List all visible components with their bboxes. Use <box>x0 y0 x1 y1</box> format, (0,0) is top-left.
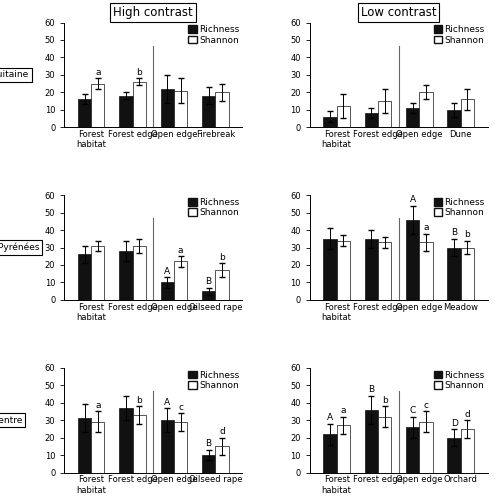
Text: B: B <box>205 440 212 448</box>
Bar <box>202 455 215 472</box>
Text: A: A <box>327 414 333 422</box>
Bar <box>119 408 133 472</box>
Text: b: b <box>136 396 142 405</box>
Text: a: a <box>423 223 429 232</box>
Legend: Richness, Shannon: Richness, Shannon <box>433 370 486 391</box>
Bar <box>323 116 337 127</box>
Bar <box>337 106 350 127</box>
Text: Aquitaine: Aquitaine <box>0 70 29 80</box>
Bar <box>91 246 104 300</box>
Bar <box>378 416 391 472</box>
Bar <box>119 251 133 300</box>
Text: c: c <box>178 403 183 412</box>
Bar <box>365 410 378 472</box>
Text: B: B <box>205 277 212 286</box>
Bar <box>365 239 378 300</box>
Bar <box>174 422 187 472</box>
Bar <box>78 99 91 127</box>
Text: B: B <box>451 228 457 237</box>
Legend: Richness, Shannon: Richness, Shannon <box>188 24 241 46</box>
Title: High contrast: High contrast <box>113 6 193 18</box>
Bar <box>174 262 187 300</box>
Bar <box>323 239 337 300</box>
Bar <box>215 446 229 472</box>
Text: Centre: Centre <box>0 416 23 424</box>
Text: A: A <box>164 267 170 276</box>
Bar <box>419 92 433 127</box>
Bar <box>406 427 419 472</box>
Bar <box>133 415 146 472</box>
Bar <box>78 254 91 300</box>
Bar <box>461 248 474 300</box>
Title: Low contrast: Low contrast <box>361 6 437 18</box>
Text: D: D <box>450 418 457 428</box>
Bar <box>447 248 461 300</box>
Bar <box>215 270 229 300</box>
Bar <box>447 438 461 472</box>
Bar <box>461 429 474 472</box>
Legend: Richness, Shannon: Richness, Shannon <box>188 197 241 218</box>
Bar <box>119 96 133 127</box>
Text: Midi-Pyrénées: Midi-Pyrénées <box>0 243 39 252</box>
Text: b: b <box>219 253 225 262</box>
Legend: Richness, Shannon: Richness, Shannon <box>188 370 241 391</box>
Bar <box>419 242 433 300</box>
Bar <box>337 426 350 472</box>
Text: b: b <box>382 396 388 405</box>
Text: b: b <box>136 68 142 77</box>
Bar <box>337 240 350 300</box>
Text: a: a <box>95 401 100 410</box>
Text: A: A <box>410 195 416 204</box>
Bar <box>365 113 378 127</box>
Bar <box>133 82 146 127</box>
Legend: Richness, Shannon: Richness, Shannon <box>433 197 486 218</box>
Bar <box>161 282 174 300</box>
Bar <box>447 110 461 127</box>
Bar <box>378 101 391 127</box>
Text: B: B <box>368 386 374 394</box>
Bar <box>202 96 215 127</box>
Bar <box>133 246 146 300</box>
Legend: Richness, Shannon: Richness, Shannon <box>433 24 486 46</box>
Text: a: a <box>341 406 346 416</box>
Text: c: c <box>423 401 429 410</box>
Text: d: d <box>464 410 470 419</box>
Bar <box>161 420 174 472</box>
Text: a: a <box>95 68 100 77</box>
Bar <box>202 291 215 300</box>
Text: a: a <box>178 246 183 255</box>
Text: A: A <box>164 398 170 406</box>
Bar <box>323 434 337 472</box>
Bar <box>78 418 91 472</box>
Text: C: C <box>409 406 416 416</box>
Bar <box>161 89 174 127</box>
Bar <box>406 108 419 127</box>
Text: b: b <box>464 230 470 239</box>
Bar <box>419 422 433 472</box>
Bar <box>91 422 104 472</box>
Text: d: d <box>219 427 225 436</box>
Bar <box>215 92 229 127</box>
Bar <box>378 242 391 300</box>
Bar <box>91 84 104 127</box>
Bar <box>461 99 474 127</box>
Bar <box>406 220 419 300</box>
Bar <box>174 90 187 127</box>
